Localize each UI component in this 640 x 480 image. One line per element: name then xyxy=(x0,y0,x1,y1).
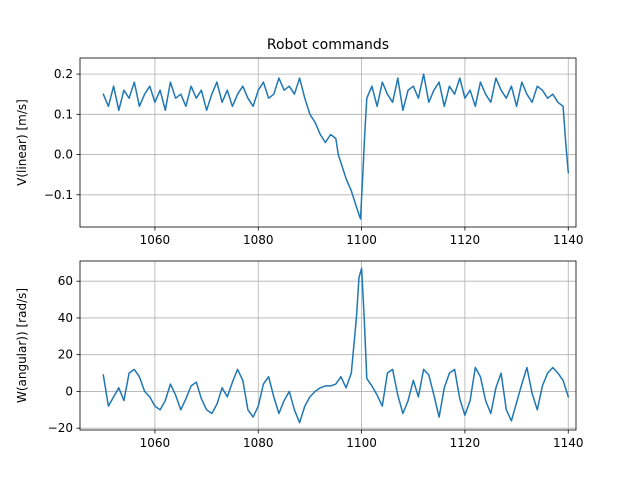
chart-title: Robot commands xyxy=(267,37,389,53)
angular-ytick-label-3: 40 xyxy=(58,311,73,325)
velocity-ytick-label-1: 0.0 xyxy=(54,148,73,162)
velocity-subplot: 1060 1080 1100 1120 1140 −0.1 0.0 0.1 0.2 V(linea… xyxy=(15,57,584,247)
angular-ytick-label-2: 20 xyxy=(58,348,73,362)
velocity-xtick-label-2: 1100 xyxy=(346,233,377,247)
velocity-axes-frame xyxy=(79,57,577,228)
angular-xtick-label-0: 1060 xyxy=(140,436,171,450)
velocity-xtick-label-4: 1140 xyxy=(553,233,584,247)
velocity-ytick-label-3: 0.2 xyxy=(54,67,73,81)
angular-ytick-label-4: 60 xyxy=(58,274,73,288)
angular-axes-frame xyxy=(79,260,577,431)
velocity-ytick-label-0: −0.1 xyxy=(44,188,73,202)
velocity-xtick-label-3: 1120 xyxy=(450,233,481,247)
angular-ytick-label-0: −20 xyxy=(48,421,73,435)
angular-xtick-label-4: 1140 xyxy=(553,436,584,450)
angular-ylabel: W(angular)) [rad/s] xyxy=(15,288,29,403)
velocity-xtick-label-0: 1060 xyxy=(140,233,171,247)
velocity-xtick-label-1: 1080 xyxy=(243,233,274,247)
velocity-series-line xyxy=(102,73,570,220)
angular-xtick-label-2: 1100 xyxy=(346,436,377,450)
angular-xtick-label-1: 1080 xyxy=(243,436,274,450)
velocity-ytick-label-2: 0.1 xyxy=(54,107,73,121)
angular-xtick-label-3: 1120 xyxy=(450,436,481,450)
angular-subplot: 1060 1080 1100 1120 1140 −20 0 20 40 60 W(angular)… xyxy=(15,260,584,450)
velocity-ylabel: V(linear) [m/s] xyxy=(15,99,29,186)
angular-ytick-label-1: 0 xyxy=(65,384,73,398)
angular-series-line xyxy=(102,267,570,424)
